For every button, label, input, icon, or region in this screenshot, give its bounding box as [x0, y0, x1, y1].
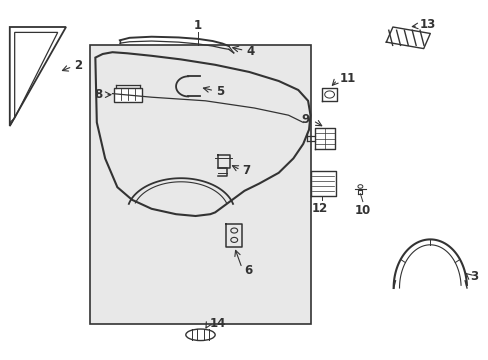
Text: 6: 6: [244, 264, 252, 276]
Text: 5: 5: [216, 85, 224, 98]
Text: 4: 4: [246, 45, 254, 58]
Text: 9: 9: [301, 113, 309, 126]
Text: 14: 14: [209, 317, 225, 330]
Text: 7: 7: [242, 164, 250, 177]
Text: 11: 11: [339, 72, 355, 85]
Text: 12: 12: [310, 202, 327, 215]
Ellipse shape: [185, 329, 215, 341]
Text: 13: 13: [419, 18, 435, 31]
Text: 8: 8: [94, 88, 102, 101]
Text: 1: 1: [194, 19, 202, 32]
Text: 10: 10: [354, 204, 370, 217]
Text: 2: 2: [74, 59, 82, 72]
FancyBboxPatch shape: [90, 45, 310, 324]
FancyBboxPatch shape: [114, 88, 142, 102]
Text: 3: 3: [469, 270, 478, 283]
